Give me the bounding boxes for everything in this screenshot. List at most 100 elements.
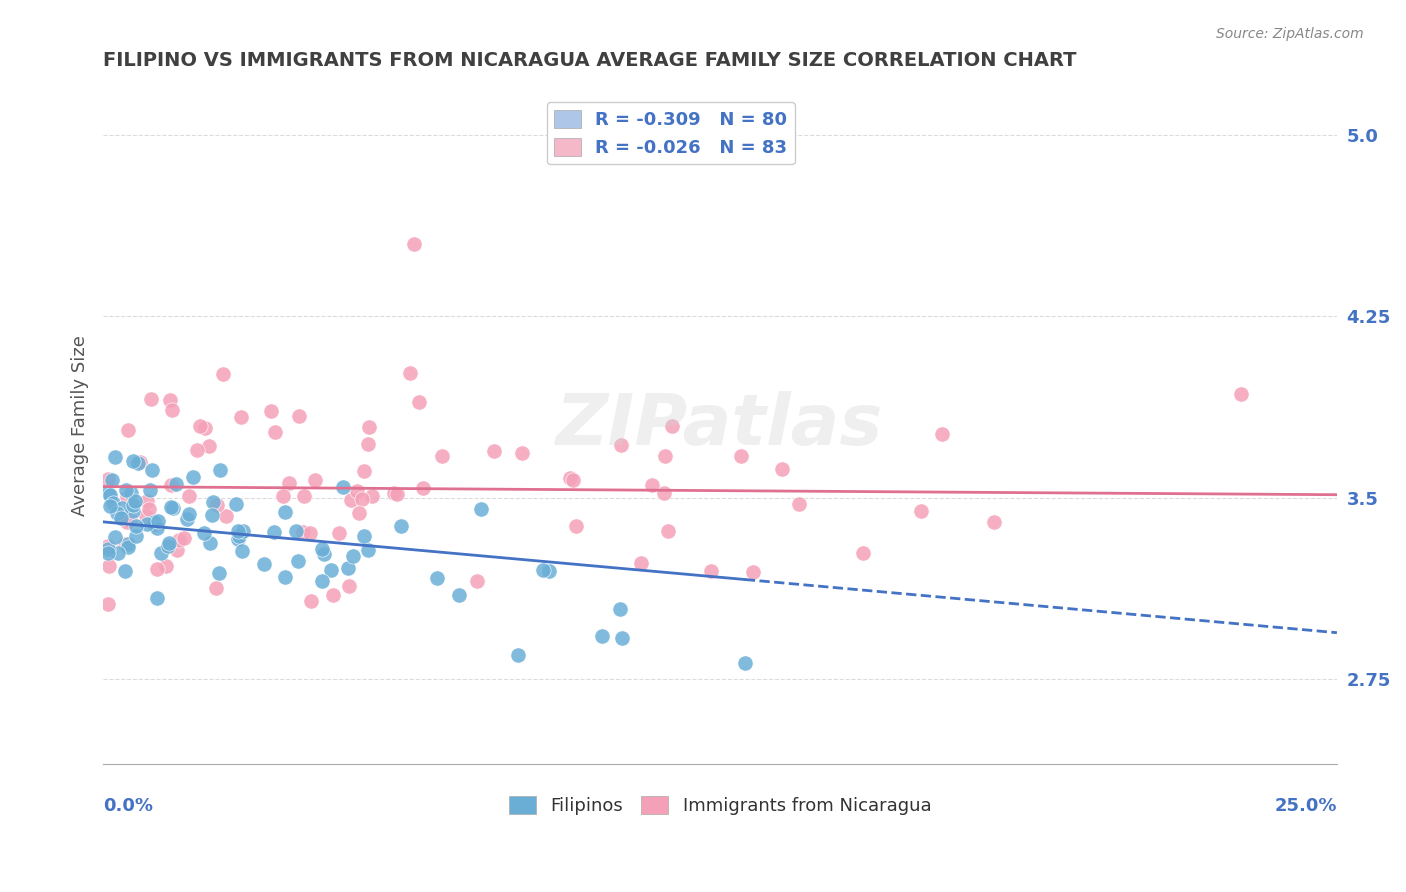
Point (983, 516, 1005, 530)
Point (205, 581, 228, 595)
Point (117, 537, 139, 551)
Text: Source: ZipAtlas.com: Source: ZipAtlas.com (1216, 27, 1364, 41)
Point (135, 509, 157, 524)
Point (117, 490, 139, 504)
Text: FILIPINO VS IMMIGRANTS FROM NICARAGUA AVERAGE FAMILY SIZE CORRELATION CHART: FILIPINO VS IMMIGRANTS FROM NICARAGUA AV… (103, 51, 1077, 70)
Point (287, 554, 309, 568)
Point (562, 473, 585, 487)
Point (609, 602, 631, 616)
Point (160, 403, 183, 417)
Point (208, 566, 231, 580)
Point (202, 495, 225, 509)
Point (730, 450, 752, 464)
Point (336, 560, 359, 574)
Y-axis label: Average Family Size: Average Family Size (72, 334, 89, 516)
Point (356, 437, 378, 451)
Point (657, 524, 679, 538)
Point (851, 546, 873, 560)
Point (97, 542, 120, 557)
Point (264, 425, 287, 439)
Point (173, 531, 195, 545)
Point (591, 629, 613, 643)
Point (194, 421, 217, 435)
Point (97, 597, 120, 611)
Point (120, 486, 142, 500)
Point (700, 565, 723, 579)
Point (232, 524, 254, 539)
Point (512, 446, 534, 460)
Point (770, 461, 793, 475)
Point (353, 529, 375, 543)
Point (125, 519, 148, 533)
Point (146, 591, 169, 605)
Point (288, 409, 311, 424)
Point (274, 570, 297, 584)
Point (278, 476, 301, 491)
Point (787, 497, 810, 511)
Point (228, 529, 250, 543)
Point (322, 588, 344, 602)
Point (114, 537, 136, 551)
Point (145, 562, 167, 576)
Point (125, 529, 148, 543)
Point (141, 463, 163, 477)
Point (117, 515, 139, 529)
Point (122, 454, 145, 468)
Point (299, 593, 322, 607)
Point (299, 526, 322, 541)
Point (110, 510, 132, 524)
Point (360, 489, 382, 503)
Point (159, 500, 181, 514)
Point (97, 539, 120, 553)
Point (565, 519, 588, 533)
Point (558, 471, 581, 485)
Point (129, 455, 152, 469)
Point (654, 449, 676, 463)
Point (259, 404, 281, 418)
Point (97, 546, 120, 560)
Point (167, 533, 190, 547)
Point (304, 473, 326, 487)
Point (101, 473, 124, 487)
Point (610, 631, 633, 645)
Point (292, 489, 315, 503)
Point (382, 486, 405, 500)
Point (143, 517, 166, 532)
Point (285, 524, 308, 538)
Text: 25.0%: 25.0% (1274, 797, 1337, 815)
Point (139, 483, 162, 497)
Point (273, 489, 295, 503)
Point (146, 521, 169, 535)
Point (253, 557, 276, 571)
Point (630, 557, 652, 571)
Point (118, 513, 141, 527)
Point (661, 418, 683, 433)
Point (531, 563, 554, 577)
Point (117, 540, 139, 554)
Point (114, 564, 136, 578)
Point (742, 565, 765, 579)
Point (346, 484, 368, 499)
Point (430, 450, 453, 464)
Point (610, 438, 633, 452)
Point (465, 574, 488, 588)
Point (124, 494, 146, 508)
Point (97, 472, 120, 486)
Text: 0.0%: 0.0% (103, 797, 153, 815)
Point (136, 516, 159, 531)
Point (176, 512, 198, 526)
Point (652, 486, 675, 500)
Point (350, 492, 373, 507)
Point (141, 392, 163, 406)
Point (311, 541, 333, 556)
Point (1230, 387, 1253, 401)
Legend: Filipinos, Immigrants from Nicaragua: Filipinos, Immigrants from Nicaragua (502, 789, 938, 822)
Point (157, 535, 180, 549)
Point (105, 506, 128, 520)
Point (229, 409, 252, 424)
Point (412, 481, 434, 495)
Point (98, 488, 121, 502)
Point (98, 499, 121, 513)
Point (263, 524, 285, 539)
Point (408, 395, 430, 409)
